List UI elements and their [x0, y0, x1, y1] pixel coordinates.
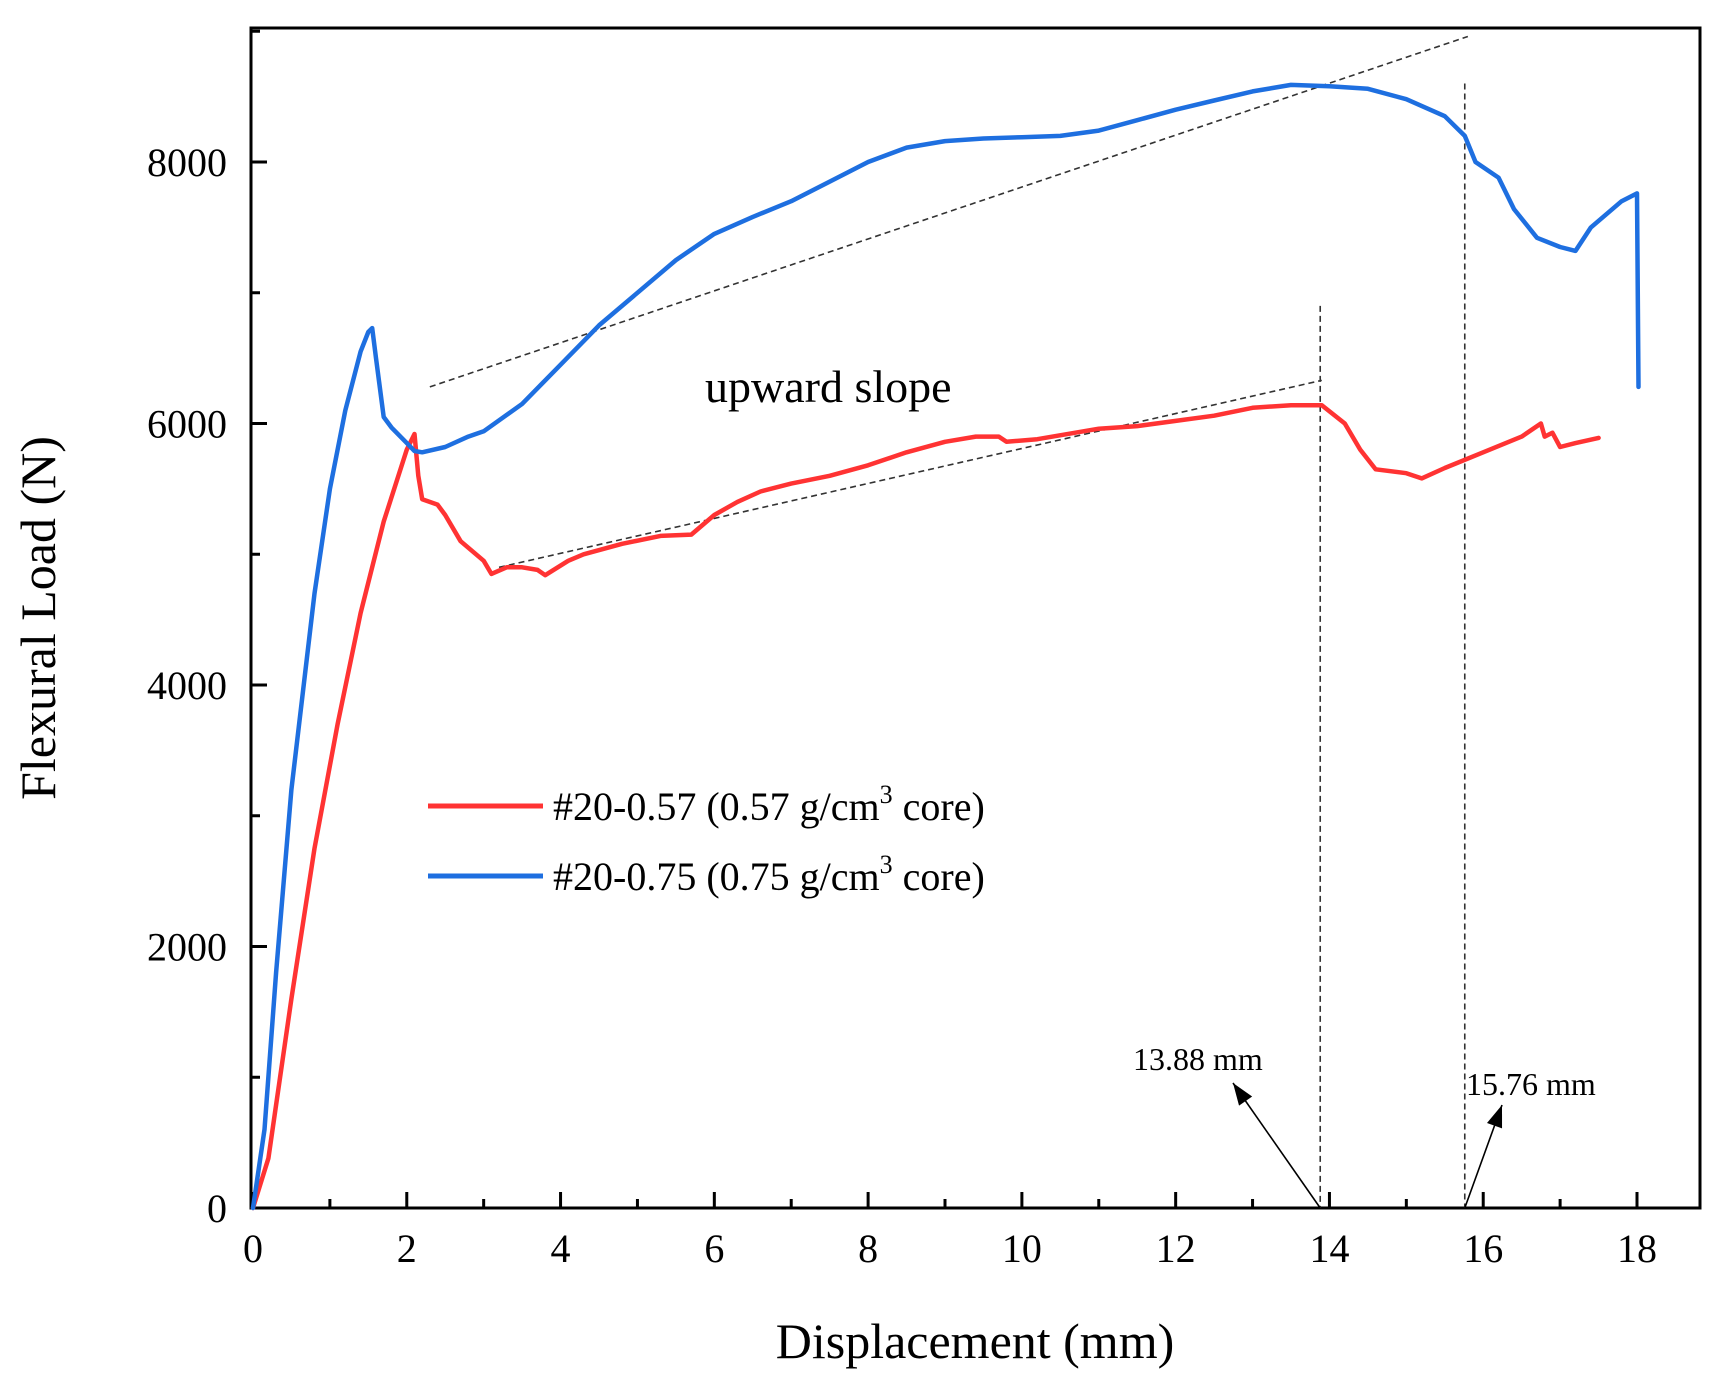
x-tick-label-16: 16: [1463, 1226, 1503, 1271]
y-tick-label-4000: 4000: [147, 663, 227, 708]
marker-label-15-76: 15.76 mm: [1466, 1066, 1596, 1102]
marker-lines: [1319, 83, 1466, 1208]
marker-arrows: [1232, 1082, 1503, 1209]
x-tick-label-12: 12: [1156, 1226, 1196, 1271]
x-tick-label-6: 6: [704, 1226, 724, 1271]
plot-frame: [249, 26, 1702, 1210]
y-tick-label-0: 0: [207, 1186, 227, 1231]
y-tick-label-8000: 8000: [147, 140, 227, 185]
marker-arrow-1-shaft: [1232, 1082, 1321, 1209]
x-tick-label-10: 10: [1002, 1226, 1042, 1271]
x-tick-label-14: 14: [1309, 1226, 1349, 1271]
x-axis: 0 2 4 6 8 10 12 14 16 18: [243, 1192, 1657, 1271]
marker-arrow-1-head: [1233, 1083, 1253, 1106]
trend-line-1: [429, 35, 1469, 388]
legend: #20-0.57 (0.57 g/cm3 core) #20-0.75 (0.7…: [428, 780, 985, 899]
legend-label-series-1: #20-0.57 (0.57 g/cm3 core): [553, 780, 985, 829]
trend-lines: [429, 35, 1469, 569]
trend-line-2: [498, 379, 1322, 569]
series-lines: [250, 82, 1641, 1211]
legend-label-series-2: #20-0.75 (0.75 g/cm3 core): [553, 850, 985, 899]
x-axis-title: Displacement (mm): [776, 1313, 1175, 1369]
y-axis-title: Flexural Load (N): [10, 436, 66, 800]
series-line-1: [250, 402, 1601, 1211]
x-tick-label-8: 8: [858, 1226, 878, 1271]
y-axis: 0 2000 4000 6000 8000: [147, 29, 267, 1231]
x-tick-label-0: 0: [243, 1226, 263, 1271]
marker-arrow-2-head: [1486, 1105, 1503, 1129]
series-line-2: [250, 82, 1641, 1211]
upward-slope-label: upward slope: [705, 361, 952, 412]
x-tick-label-18: 18: [1617, 1226, 1657, 1271]
y-tick-label-2000: 2000: [147, 925, 227, 970]
x-tick-label-2: 2: [397, 1226, 417, 1271]
x-tick-label-4: 4: [551, 1226, 571, 1271]
y-tick-label-6000: 6000: [147, 402, 227, 447]
marker-label-13-88: 13.88 mm: [1133, 1041, 1263, 1077]
